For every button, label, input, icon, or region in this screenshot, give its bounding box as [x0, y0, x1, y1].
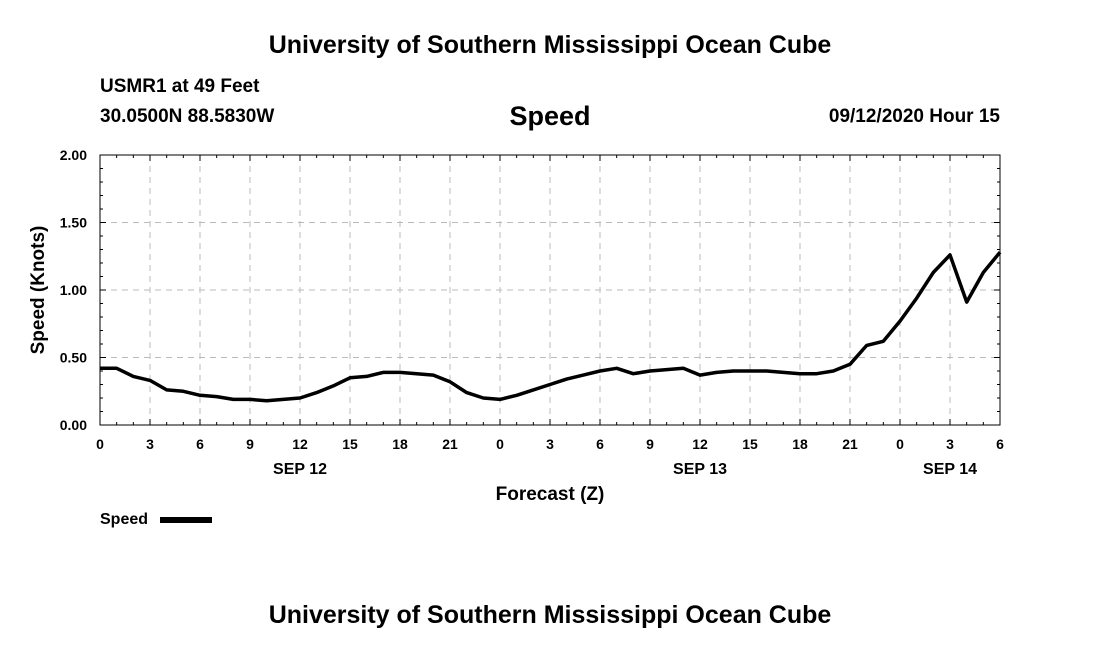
day-label: SEP 13	[673, 461, 727, 478]
y-tick-label: 2.00	[60, 147, 87, 163]
legend-label: Speed	[100, 511, 148, 528]
x-tick-label: 12	[292, 436, 308, 452]
x-tick-label: 21	[442, 436, 458, 452]
x-tick-label: 21	[842, 436, 858, 452]
chart-title: Speed	[509, 101, 591, 131]
x-tick-label: 3	[146, 436, 154, 452]
x-tick-label: 15	[742, 436, 758, 452]
y-axis-label: Speed (Knots)	[28, 226, 49, 355]
coordinates-label: 30.0500N 88.5830W	[100, 106, 275, 127]
x-tick-label: 9	[246, 436, 254, 452]
y-tick-label: 1.00	[60, 282, 87, 298]
station-label: USMR1 at 49 Feet	[100, 76, 260, 97]
x-tick-label: 6	[196, 436, 204, 452]
x-tick-label: 12	[692, 436, 708, 452]
datetime-label: 09/12/2020 Hour 15	[828, 106, 1000, 127]
y-tick-label: 0.50	[60, 350, 87, 366]
footer-title: University of Southern Mississippi Ocean…	[268, 601, 832, 629]
x-tick-label: 6	[996, 436, 1004, 452]
x-axis-label: Forecast (Z)	[496, 484, 605, 505]
x-tick-label: 3	[946, 436, 954, 452]
x-tick-label: 6	[596, 436, 604, 452]
x-tick-label: 0	[96, 436, 104, 452]
x-tick-label: 9	[646, 436, 654, 452]
x-tick-label: 0	[896, 436, 904, 452]
page-title: University of Southern Mississippi Ocean…	[268, 31, 832, 59]
x-tick-label: 15	[342, 436, 358, 452]
day-label: SEP 12	[273, 461, 327, 478]
x-tick-label: 18	[792, 436, 808, 452]
y-tick-label: 1.50	[60, 215, 87, 231]
y-tick-label: 0.00	[60, 417, 87, 433]
speed-series-line	[100, 251, 1002, 403]
x-tick-label: 0	[496, 436, 504, 452]
x-tick-label: 3	[546, 436, 554, 452]
day-label: SEP 14	[923, 461, 977, 478]
x-tick-label: 18	[392, 436, 408, 452]
